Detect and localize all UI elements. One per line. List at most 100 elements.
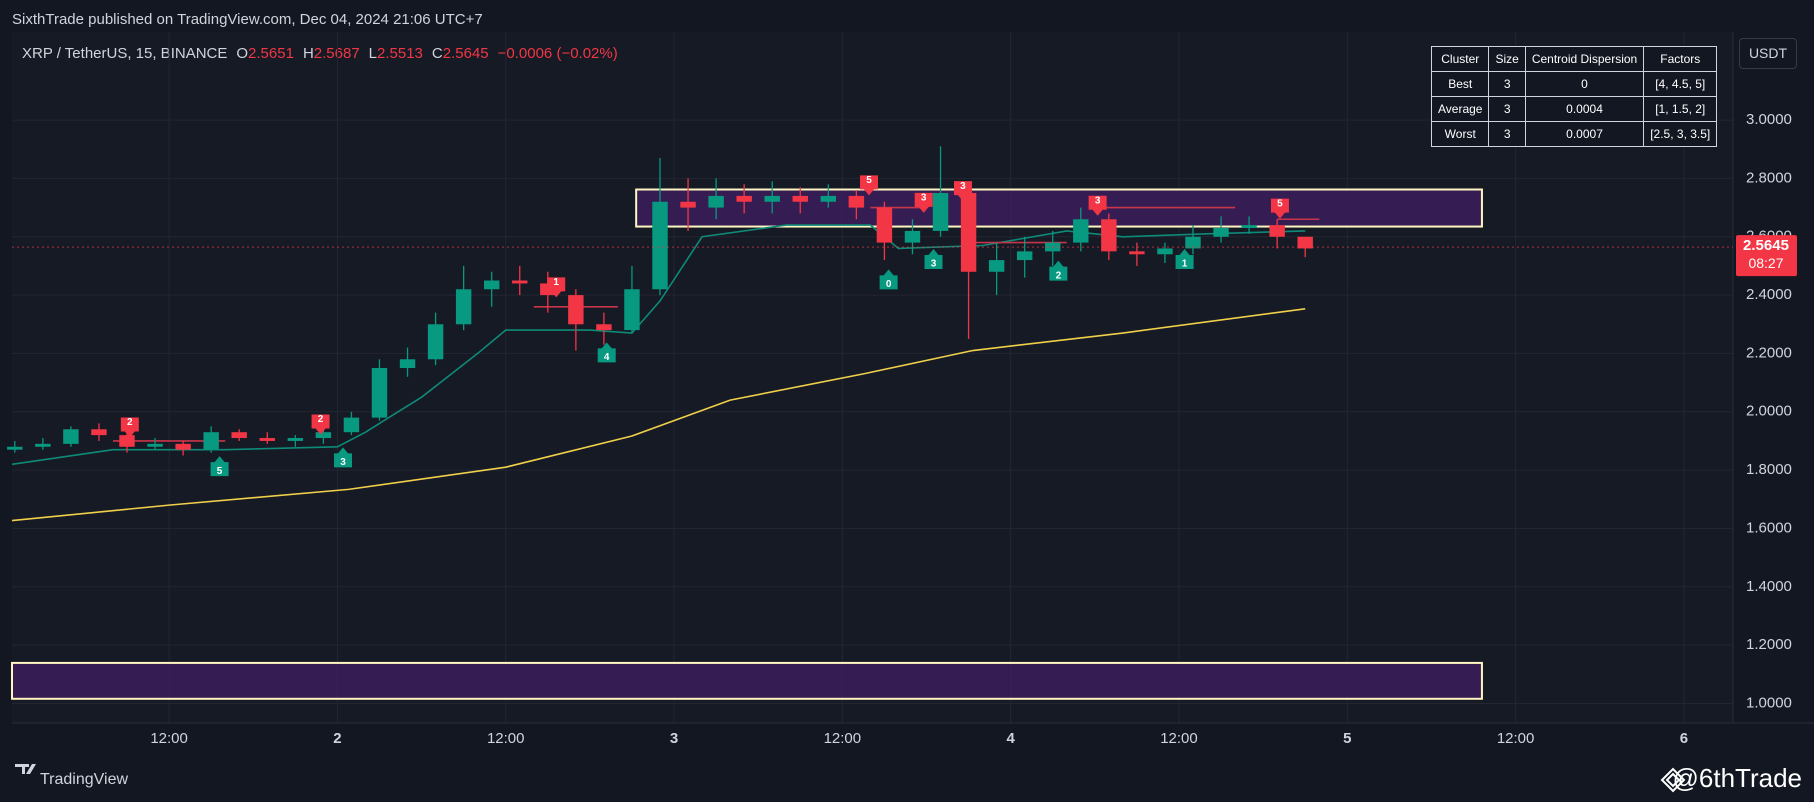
candle-body — [119, 435, 135, 447]
legend-item: L — [369, 45, 377, 62]
signal-marker — [334, 447, 353, 468]
y-tick-label: 1.0000 — [1746, 694, 1792, 711]
watermark: @6thTrade — [1673, 763, 1803, 793]
table-cell: 0.0007 — [1524, 121, 1645, 147]
table-cell: Factors — [1643, 46, 1718, 72]
table-row: Cluster Size Centroid Dispersion Factors — [1430, 46, 1718, 72]
y-tick-label: 1.6000 — [1746, 519, 1792, 536]
candle-body — [203, 432, 219, 450]
signal-marker — [1049, 260, 1068, 281]
candle-body — [483, 280, 500, 290]
cluster-table: Cluster Size Centroid Dispersion Factors Bes… — [1430, 46, 1718, 147]
candle-body — [63, 429, 79, 444]
table-cell: Size — [1488, 46, 1526, 72]
table-cell: [2.5, 3, 3.5] — [1643, 121, 1718, 147]
plot-area — [12, 32, 1733, 723]
last-price-label: 2.5645 — [1743, 237, 1789, 254]
signal-label: 4 — [604, 352, 610, 363]
x-tick-label: 12:00 — [1497, 730, 1535, 747]
brand: TradingView — [40, 771, 128, 788]
signal-label: 2 — [318, 414, 324, 425]
candle-body — [147, 443, 163, 447]
last-price-box — [1736, 235, 1797, 277]
candle-body — [960, 193, 977, 272]
x-tick-label: 12:00 — [150, 730, 188, 747]
candle-body — [820, 195, 837, 202]
signal-marker — [879, 269, 898, 290]
table-cell: Best — [1430, 71, 1490, 97]
y-tick-label: 2.0000 — [1746, 403, 1792, 420]
signal-marker — [210, 456, 229, 477]
candle-body — [91, 429, 107, 436]
legend-item: 2.5645 — [443, 45, 489, 62]
signal-marker — [311, 414, 330, 435]
candle-body — [848, 195, 865, 208]
table-cell: [4, 4.5, 5] — [1643, 71, 1718, 97]
signal-marker — [1270, 198, 1289, 219]
table-cell: Cluster — [1430, 46, 1490, 72]
y-tick-label: 3.0000 — [1746, 111, 1792, 128]
signal-marker — [1175, 249, 1194, 270]
candle-body — [1101, 219, 1117, 252]
table-row: Best 3 0 [4, 4.5, 5] — [1430, 71, 1718, 97]
table-cell: Centroid Dispersion — [1524, 46, 1645, 72]
candle-body — [624, 289, 640, 331]
candle-body — [680, 201, 696, 208]
legend-item: −0.0006 (−0.02%) — [498, 45, 618, 62]
signal-label: 3 — [340, 457, 346, 468]
candle-body — [568, 295, 584, 325]
signal-label: 3 — [931, 259, 937, 270]
candle-body — [1073, 219, 1089, 243]
zone-box — [635, 188, 1483, 228]
candle-body — [287, 438, 304, 441]
legend-item: O — [236, 45, 248, 62]
signal-marker — [914, 192, 933, 213]
unit-button[interactable]: USDT — [1739, 38, 1797, 69]
signal-label: 5 — [1277, 198, 1283, 209]
candle-body — [596, 324, 612, 331]
candle-body — [1241, 225, 1257, 229]
candle-body — [315, 432, 332, 439]
candle-body — [988, 260, 1005, 272]
indicator-line — [11, 308, 1306, 522]
x-tick-label: 5 — [1343, 730, 1351, 747]
signal-marker — [1088, 195, 1107, 216]
candle-body — [231, 432, 247, 439]
y-tick-label: 2.8000 — [1746, 169, 1792, 186]
brand-logo — [12, 764, 36, 774]
table-cell: 0.0004 — [1524, 96, 1645, 122]
table-cell: 0 — [1524, 71, 1645, 97]
table-cell: 3 — [1488, 96, 1526, 122]
signal-label: 3 — [921, 192, 927, 203]
watermark-logo — [1660, 767, 1686, 793]
candle-body — [1269, 225, 1285, 237]
x-tick-label: 12:00 — [487, 730, 525, 747]
candle-body — [932, 193, 949, 231]
legend-item: H — [303, 45, 314, 62]
candle-body — [904, 230, 921, 243]
candle-body — [259, 438, 275, 441]
candle-body — [7, 446, 23, 450]
y-tick-label: 2.4000 — [1746, 286, 1792, 303]
zone-box — [11, 661, 1483, 700]
signal-label: 5 — [217, 466, 223, 477]
candle-body — [652, 201, 668, 290]
candle-body — [427, 324, 444, 360]
signal-marker — [859, 175, 878, 196]
x-tick-label: 2 — [333, 730, 341, 747]
countdown-label: 08:27 — [1748, 255, 1783, 271]
legend-item: XRP / TetherUS, 15, BINANCE — [22, 45, 227, 62]
signal-label: 3 — [1095, 195, 1101, 206]
candle-body — [708, 195, 724, 208]
y-tick-label: 1.2000 — [1746, 636, 1792, 653]
candle-body — [764, 195, 780, 202]
x-tick-label: 4 — [1006, 730, 1015, 747]
signal-label: 0 — [886, 279, 892, 290]
signal-label: 1 — [1182, 259, 1188, 270]
legend-item: 2.5687 — [314, 45, 360, 62]
candle-body — [455, 289, 472, 325]
table-row: Worst 3 0.0007 [2.5, 3, 3.5] — [1430, 121, 1718, 147]
table-cell: [1, 1.5, 2] — [1643, 96, 1718, 122]
candle-body — [35, 443, 51, 447]
